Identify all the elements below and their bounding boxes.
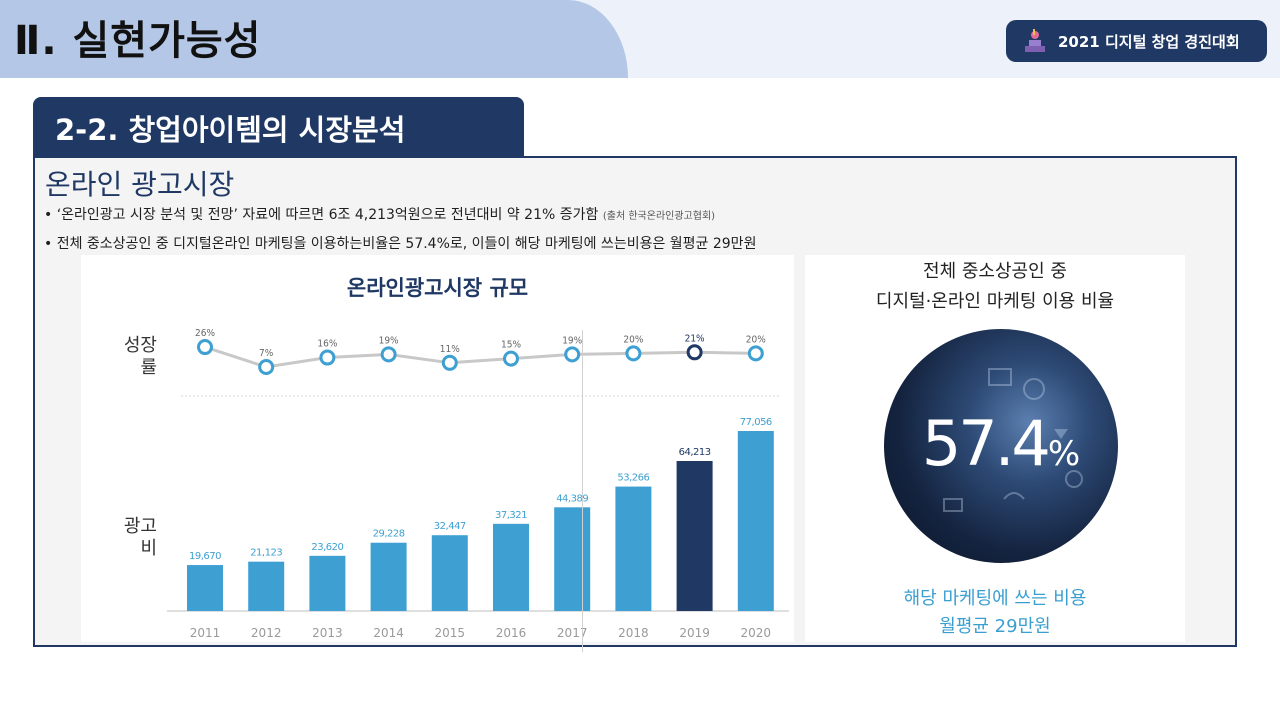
x-tick-label: 2019 — [679, 626, 710, 640]
bar — [431, 535, 468, 611]
bar — [187, 565, 223, 611]
x-tick-label: 2013 — [312, 626, 343, 640]
event-badge: 2021 디지털 창업 경진대회 — [1006, 20, 1267, 62]
growth-label: 20% — [746, 334, 766, 345]
ratio-caption-line1: 해당 마케팅에 쓰는 비용 — [903, 588, 1087, 609]
bar-value-label: 44,389 — [556, 493, 588, 504]
ratio-title-line2: 디지털·온라인 마케팅 이용 비율 — [875, 291, 1115, 312]
growth-row-label: 성장 률 — [117, 335, 157, 379]
growth-point — [197, 339, 213, 356]
bullet-market-size: • ‘온라인광고 시장 분석 및 전망’ 자료에 따르면 6조 4,213억원으… — [44, 204, 715, 224]
bar-value-label: 19,670 — [189, 551, 221, 562]
growth-point — [503, 350, 519, 367]
ratio-caption: 해당 마케팅에 쓰는 비용 월평균 29만원 — [805, 585, 1185, 641]
bar — [554, 507, 591, 611]
bar-value-label: 32,447 — [434, 521, 466, 532]
marketing-ratio-card: 전체 중소상공인 중 디지털·온라인 마케팅 이용 비율 57.4% 해당 마케… — [805, 255, 1185, 642]
bar — [615, 486, 652, 611]
spend-row-label: 광고 비 — [117, 516, 157, 560]
growth-point — [625, 345, 642, 362]
ratio-title-line1: 전체 중소상공인 중 — [923, 261, 1067, 282]
growth-label: 16% — [317, 339, 337, 350]
marketing-icons-decoration — [943, 368, 1083, 512]
growth-point — [258, 359, 275, 375]
bar-value-label: 29,228 — [373, 529, 405, 540]
growth-label: 19% — [562, 335, 582, 346]
x-tick-label: 2012 — [251, 626, 282, 640]
bar-value-label: 77,056 — [740, 417, 772, 428]
bar — [370, 542, 407, 611]
growth-line — [204, 345, 756, 369]
growth-label: 26% — [195, 328, 215, 339]
section-title: Ⅱ. 실현가능성 — [14, 18, 262, 64]
trophy-logo-icon — [1025, 29, 1045, 52]
ratio-value: 57.4% — [884, 407, 1118, 480]
bar-value-label: 53,266 — [617, 473, 649, 484]
x-tick-label: 2016 — [496, 626, 527, 640]
growth-label: 7% — [259, 348, 274, 359]
growth-point — [319, 349, 336, 366]
growth-point — [441, 354, 458, 371]
bar-value-label: 64,213 — [679, 447, 711, 458]
growth-label: 19% — [379, 335, 399, 346]
ratio-value-unit: % — [1047, 434, 1081, 474]
growth-row-label-text: 성장 률 — [123, 335, 157, 378]
chart-title: 온라인광고시장 규모 — [346, 276, 529, 300]
growth-point — [564, 346, 581, 363]
x-tick-label: 2018 — [618, 626, 649, 640]
spend-row-label-text: 광고 비 — [123, 516, 157, 559]
growth-point — [380, 346, 397, 363]
x-tick-label: 2017 — [557, 626, 588, 640]
growth-point — [686, 344, 703, 361]
growth-point — [747, 345, 764, 362]
growth-label: 15% — [501, 340, 521, 351]
bar-value-label: 23,620 — [311, 542, 343, 553]
ratio-circle: 57.4% — [884, 329, 1118, 563]
x-tick-label: 2014 — [373, 626, 404, 640]
x-tick-label: 2011 — [190, 626, 221, 640]
guide-line — [582, 330, 583, 652]
x-tick-label: 2015 — [435, 626, 466, 640]
bar-value-label: 37,321 — [495, 510, 527, 521]
ad-market-chart: 온라인광고시장 규모 성장 률 광고 비 26% 7% 16% 19% 11% 15% 19… — [81, 255, 794, 642]
bar — [493, 523, 529, 611]
source-note: (출처 한국온라인광고협회) — [602, 211, 716, 222]
bar — [676, 461, 713, 611]
bar-value-label: 21,123 — [250, 548, 282, 559]
chart-svg: 26% 7% 16% 19% 11% 15% 19% 20% 21% 20% 19,670 2011 2… — [167, 328, 789, 640]
bullet-market-size-text: • ‘온라인광고 시장 분석 및 전망’ 자료에 따르면 6조 4,213억원으… — [44, 207, 599, 223]
bar — [737, 431, 774, 611]
ratio-caption-line2: 월평균 29만원 — [939, 616, 1051, 637]
bar — [248, 561, 285, 611]
event-badge-text: 2021 디지털 창업 경진대회 — [1058, 32, 1240, 51]
growth-label: 11% — [440, 344, 460, 355]
subsection-tab: 2-2. 창업아이템의 시장분석 — [33, 97, 524, 157]
growth-label: 20% — [623, 334, 643, 345]
subsection-title: 2-2. 창업아이템의 시장분석 — [55, 113, 406, 147]
x-tick-label: 2020 — [741, 626, 772, 640]
bullet-marketing-ratio: • 전체 중소상공인 중 디지털온라인 마케팅을 이용하는비율은 57.4%로,… — [44, 236, 757, 252]
bar — [309, 555, 346, 611]
growth-label: 21% — [685, 333, 705, 344]
ratio-value-number: 57.4 — [921, 407, 1051, 480]
ratio-title: 전체 중소상공인 중 디지털·온라인 마케팅 이용 비율 — [805, 257, 1185, 317]
section-tab: Ⅱ. 실현가능성 — [0, 0, 628, 78]
market-heading: 온라인 광고시장 — [45, 168, 235, 201]
